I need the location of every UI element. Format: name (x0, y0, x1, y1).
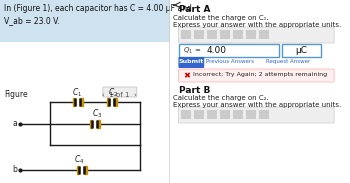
Text: Part B: Part B (180, 86, 211, 95)
Bar (220, 110, 230, 119)
Text: b: b (12, 165, 17, 175)
Bar (84, 166, 87, 174)
Bar (181, 110, 191, 119)
Text: $Q_1$ =: $Q_1$ = (183, 46, 202, 56)
Bar (194, 110, 204, 119)
Bar (207, 110, 217, 119)
FancyBboxPatch shape (282, 44, 321, 57)
Bar (90, 119, 92, 128)
Text: μC: μC (295, 46, 307, 55)
Bar (114, 98, 117, 106)
Text: Express your answer with the appropriate units.: Express your answer with the appropriate… (174, 22, 342, 28)
Text: $C_2$: $C_2$ (108, 87, 118, 99)
Bar (233, 30, 243, 39)
FancyBboxPatch shape (178, 27, 334, 43)
Bar (220, 30, 230, 39)
Bar (181, 30, 191, 39)
FancyBboxPatch shape (178, 69, 334, 82)
Text: $C_1$: $C_1$ (72, 87, 82, 99)
Bar (207, 30, 217, 39)
Text: Previous Answers: Previous Answers (206, 59, 254, 64)
Bar (259, 110, 269, 119)
Bar (80, 98, 83, 106)
Bar (97, 119, 100, 128)
Bar (73, 98, 75, 106)
Text: Calculate the charge on C₂.: Calculate the charge on C₂. (174, 95, 269, 101)
FancyBboxPatch shape (179, 44, 279, 57)
Text: ‹  1 of 1  ›: ‹ 1 of 1 › (103, 92, 137, 98)
FancyBboxPatch shape (178, 107, 334, 123)
Text: Request Answer: Request Answer (266, 59, 310, 64)
Text: Incorrect; Try Again; 2 attempts remaining: Incorrect; Try Again; 2 attempts remaini… (193, 72, 328, 77)
Text: 4.00: 4.00 (206, 46, 226, 55)
Text: Express your answer with the appropriate units.: Express your answer with the appropriate… (174, 102, 342, 108)
Bar (233, 110, 243, 119)
Text: $C_4$: $C_4$ (74, 154, 84, 166)
Text: a: a (12, 119, 17, 128)
Bar (259, 30, 269, 39)
Text: ✖: ✖ (183, 71, 190, 80)
FancyBboxPatch shape (0, 0, 170, 42)
Text: Submit: Submit (179, 59, 204, 64)
Bar (77, 166, 79, 174)
Text: Calculate the charge on C₁.: Calculate the charge on C₁. (174, 15, 269, 21)
Text: Figure: Figure (4, 90, 28, 99)
Text: In (Figure 1), each capacitor has C = 4.00 μF and
V_ab = 23.0 V.: In (Figure 1), each capacitor has C = 4.… (4, 4, 192, 25)
Bar (246, 30, 256, 39)
Text: Part A: Part A (180, 5, 211, 14)
Bar (246, 110, 256, 119)
Text: $C_3$: $C_3$ (92, 107, 102, 119)
Bar (194, 30, 204, 39)
FancyBboxPatch shape (103, 87, 137, 97)
FancyBboxPatch shape (178, 57, 204, 68)
Bar (107, 98, 109, 106)
